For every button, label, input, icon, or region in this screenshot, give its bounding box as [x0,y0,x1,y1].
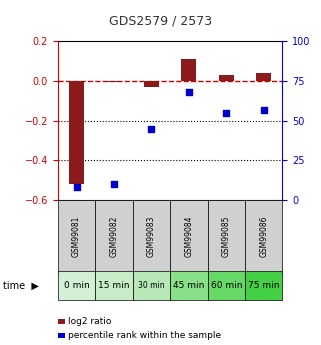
Text: 75 min: 75 min [248,281,280,290]
Text: 0 min: 0 min [64,281,89,290]
Point [149,126,154,131]
Point [111,181,117,187]
Text: 45 min: 45 min [173,281,204,290]
Text: GSM99081: GSM99081 [72,216,81,257]
Text: 60 min: 60 min [211,281,242,290]
Bar [69,81,84,184]
Text: GSM99086: GSM99086 [259,216,268,257]
Text: log2 ratio: log2 ratio [68,317,111,326]
Text: GSM99082: GSM99082 [109,216,118,257]
Point [224,110,229,116]
Text: GSM99084: GSM99084 [184,216,193,257]
Bar [144,81,159,87]
Bar [219,75,234,81]
Bar [107,81,121,82]
Text: percentile rank within the sample: percentile rank within the sample [68,331,221,340]
Bar [181,59,196,81]
Text: 30 min: 30 min [138,281,165,290]
Point [186,89,191,95]
Bar [256,73,271,81]
Point [261,107,266,112]
Text: GDS2579 / 2573: GDS2579 / 2573 [109,14,212,28]
Point [74,185,79,190]
Text: time  ▶: time ▶ [3,280,39,290]
Text: GSM99085: GSM99085 [222,216,231,257]
Text: 15 min: 15 min [98,281,130,290]
Text: GSM99083: GSM99083 [147,216,156,257]
